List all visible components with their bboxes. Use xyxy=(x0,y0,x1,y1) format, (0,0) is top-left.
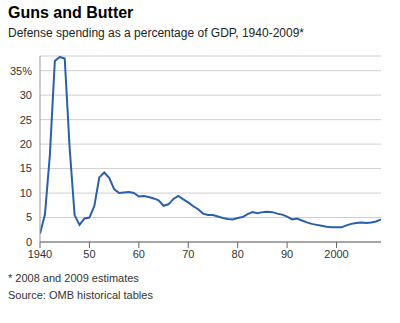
svg-text:0: 0 xyxy=(26,236,32,248)
html-text:* 2008 and 2009 estimates: * 2008 and 2009 estimates xyxy=(8,272,139,284)
svg-text:10: 10 xyxy=(20,187,32,199)
svg-text:60: 60 xyxy=(133,248,145,260)
svg-text:50: 50 xyxy=(83,248,95,260)
svg-text:1940: 1940 xyxy=(28,248,52,260)
svg-text:30: 30 xyxy=(20,89,32,101)
svg-text:25: 25 xyxy=(20,114,32,126)
svg-text:5: 5 xyxy=(26,211,32,223)
svg-text:15: 15 xyxy=(20,162,32,174)
html-text:Guns and Butter: Guns and Butter xyxy=(8,4,134,21)
svg-text:20: 20 xyxy=(20,138,32,150)
html-text:Defense spending as a percenta: Defense spending as a percentage of GDP,… xyxy=(8,26,304,40)
svg-text:2000: 2000 xyxy=(324,248,348,260)
svg-text:70: 70 xyxy=(182,248,194,260)
html-text:Source: OMB historical tables: Source: OMB historical tables xyxy=(8,289,153,301)
svg-text:90: 90 xyxy=(281,248,293,260)
svg-text:80: 80 xyxy=(232,248,244,260)
svg-text:35%: 35% xyxy=(10,65,32,77)
